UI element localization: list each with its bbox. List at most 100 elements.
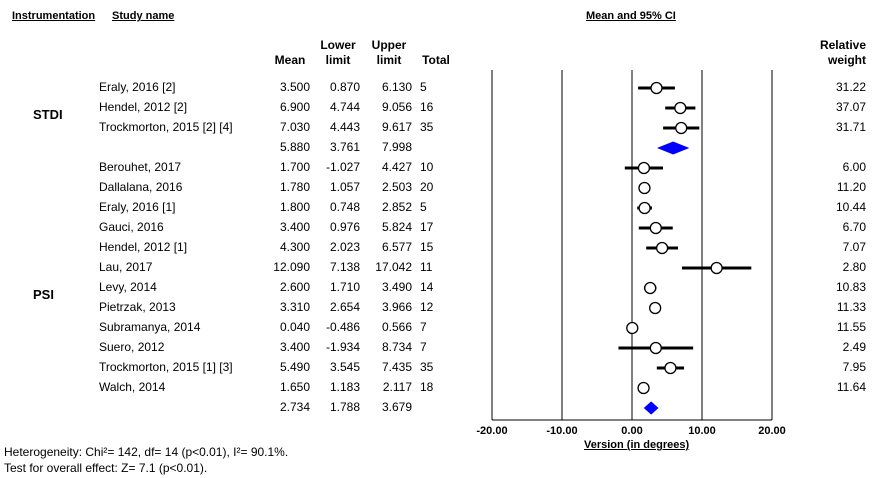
relative-weight-value: 10.44 [835,200,866,214]
mean-value: 3.310 [279,300,310,314]
point-marker [649,341,662,355]
study-name: Trockmorton, 2015 [1] [3] [99,360,233,374]
upper-limit-value: 7.435 [381,360,412,374]
relative-weight-value: 11.20 [836,180,866,194]
point-marker [674,101,687,115]
upper-limit-header-line2: limit [376,53,402,67]
total-value: 35 [420,360,434,374]
upper-limit-value: 3.679 [381,400,412,414]
point-marker [710,261,723,275]
total-value: 10 [420,160,434,174]
study-name: Suero, 2012 [99,340,165,354]
lower-limit-value: -1.027 [325,160,360,174]
upper-limit-value: 6.130 [381,80,412,94]
total-value: 11 [420,260,433,274]
x-tick-label: 0.00 [621,425,642,437]
point-marker [649,301,662,315]
relative-weight-header: Relative weight [800,38,866,68]
upper-limit-value: 9.617 [381,120,412,134]
point-marker [664,361,677,375]
point-marker [637,381,650,395]
mean-value: 6.900 [279,100,310,114]
upper-limit-value: 7.998 [381,140,412,154]
mean-value: 3.400 [279,340,310,354]
upper-limit-header-line1: Upper [371,38,407,52]
lower-limit-value: -0.486 [325,320,360,334]
study-name: Pietrzak, 2013 [99,300,176,314]
mean-ci-header: Mean and 95% CI [586,10,676,22]
total-value: 15 [420,240,434,254]
relative-weight-value: 2.49 [842,340,866,354]
upper-limit-value: 5.824 [381,220,412,234]
study-name: Gauci, 2016 [99,220,164,234]
study-name: Levy, 2014 [99,280,157,294]
total-value: 20 [420,180,434,194]
study-name-header: Study name [112,10,175,22]
lower-limit-value: 0.748 [329,200,360,214]
upper-limit-value: 3.966 [381,300,412,314]
study-name: Eraly, 2016 [1] [99,200,176,214]
point-marker [675,121,688,135]
upper-limit-value: 2.117 [382,380,412,394]
mean-value: 1.800 [279,200,310,214]
mean-value: 4.300 [279,240,310,254]
upper-limit-value: 2.852 [381,200,412,214]
summary-diamond [643,401,659,415]
lower-limit-value: 2.654 [329,300,360,314]
lower-limit-value: 0.976 [329,220,360,234]
study-name: Dallalana, 2016 [99,180,183,194]
lower-limit-value: 2.023 [329,240,360,254]
total-value: 12 [420,300,434,314]
lower-limit-header: Lower limit [314,38,362,68]
relative-weight-value: 6.00 [842,160,866,174]
x-tick-label: 20.00 [758,425,786,437]
point-marker [644,281,657,295]
x-axis-label: Version (in degrees) [584,439,690,451]
relative-weight-value: 7.95 [842,360,866,374]
overall-effect-text: Test for overall effect: Z= 7.1 (p<0.01)… [4,461,208,475]
summary-diamond [656,141,690,155]
upper-limit-value: 6.577 [381,240,412,254]
lower-limit-value: 1.057 [329,180,360,194]
mean-value: 1.780 [279,180,310,194]
relative-weight-value: 11.64 [836,380,866,394]
upper-limit-value: 9.056 [381,100,412,114]
lower-limit-value: 3.761 [329,140,360,154]
relative-weight-value: 7.07 [842,240,866,254]
relative-weight-header-line2: weight [828,53,866,67]
mean-column-header: Mean [274,53,306,67]
total-value: 5 [420,200,427,214]
relative-weight-value: 11.33 [836,300,866,314]
total-value: 7 [420,320,427,334]
upper-limit-value: 17.042 [375,260,412,274]
lower-limit-value: 0.870 [329,80,360,94]
point-marker [649,221,662,235]
mean-value: 3.500 [279,80,310,94]
study-name: Berouhet, 2017 [99,160,182,174]
x-tick-label: -10.00 [546,425,577,437]
mean-value: 12.090 [273,260,310,274]
point-marker [638,181,651,195]
mean-value: 3.400 [279,220,310,234]
total-value: 17 [420,220,434,234]
lower-limit-value: 1.183 [329,380,360,394]
lower-limit-value: 1.788 [329,400,360,414]
lower-limit-value: 7.138 [329,260,360,274]
relative-weight-value: 6.70 [842,220,866,234]
x-tick-label: -20.00 [476,425,507,437]
instrumentation-header: Instrumentation [12,10,96,22]
total-value: 14 [420,280,434,294]
mean-value: 1.700 [279,160,310,174]
heterogeneity-text: Heterogeneity: Chi²= 142, df= 14 (p<0.01… [4,445,289,459]
mean-value: 7.030 [279,120,310,134]
lower-limit-value: 1.710 [329,280,360,294]
lower-limit-header-line1: Lower [320,38,356,52]
upper-limit-value: 2.503 [381,180,412,194]
upper-limit-value: 4.427 [381,160,412,174]
lower-limit-value: 4.744 [329,100,360,114]
upper-limit-value: 0.566 [381,320,412,334]
mean-value: 5.880 [279,140,310,154]
point-marker [650,81,663,95]
group-label-psi: PSI [33,287,54,302]
point-marker [638,201,651,215]
